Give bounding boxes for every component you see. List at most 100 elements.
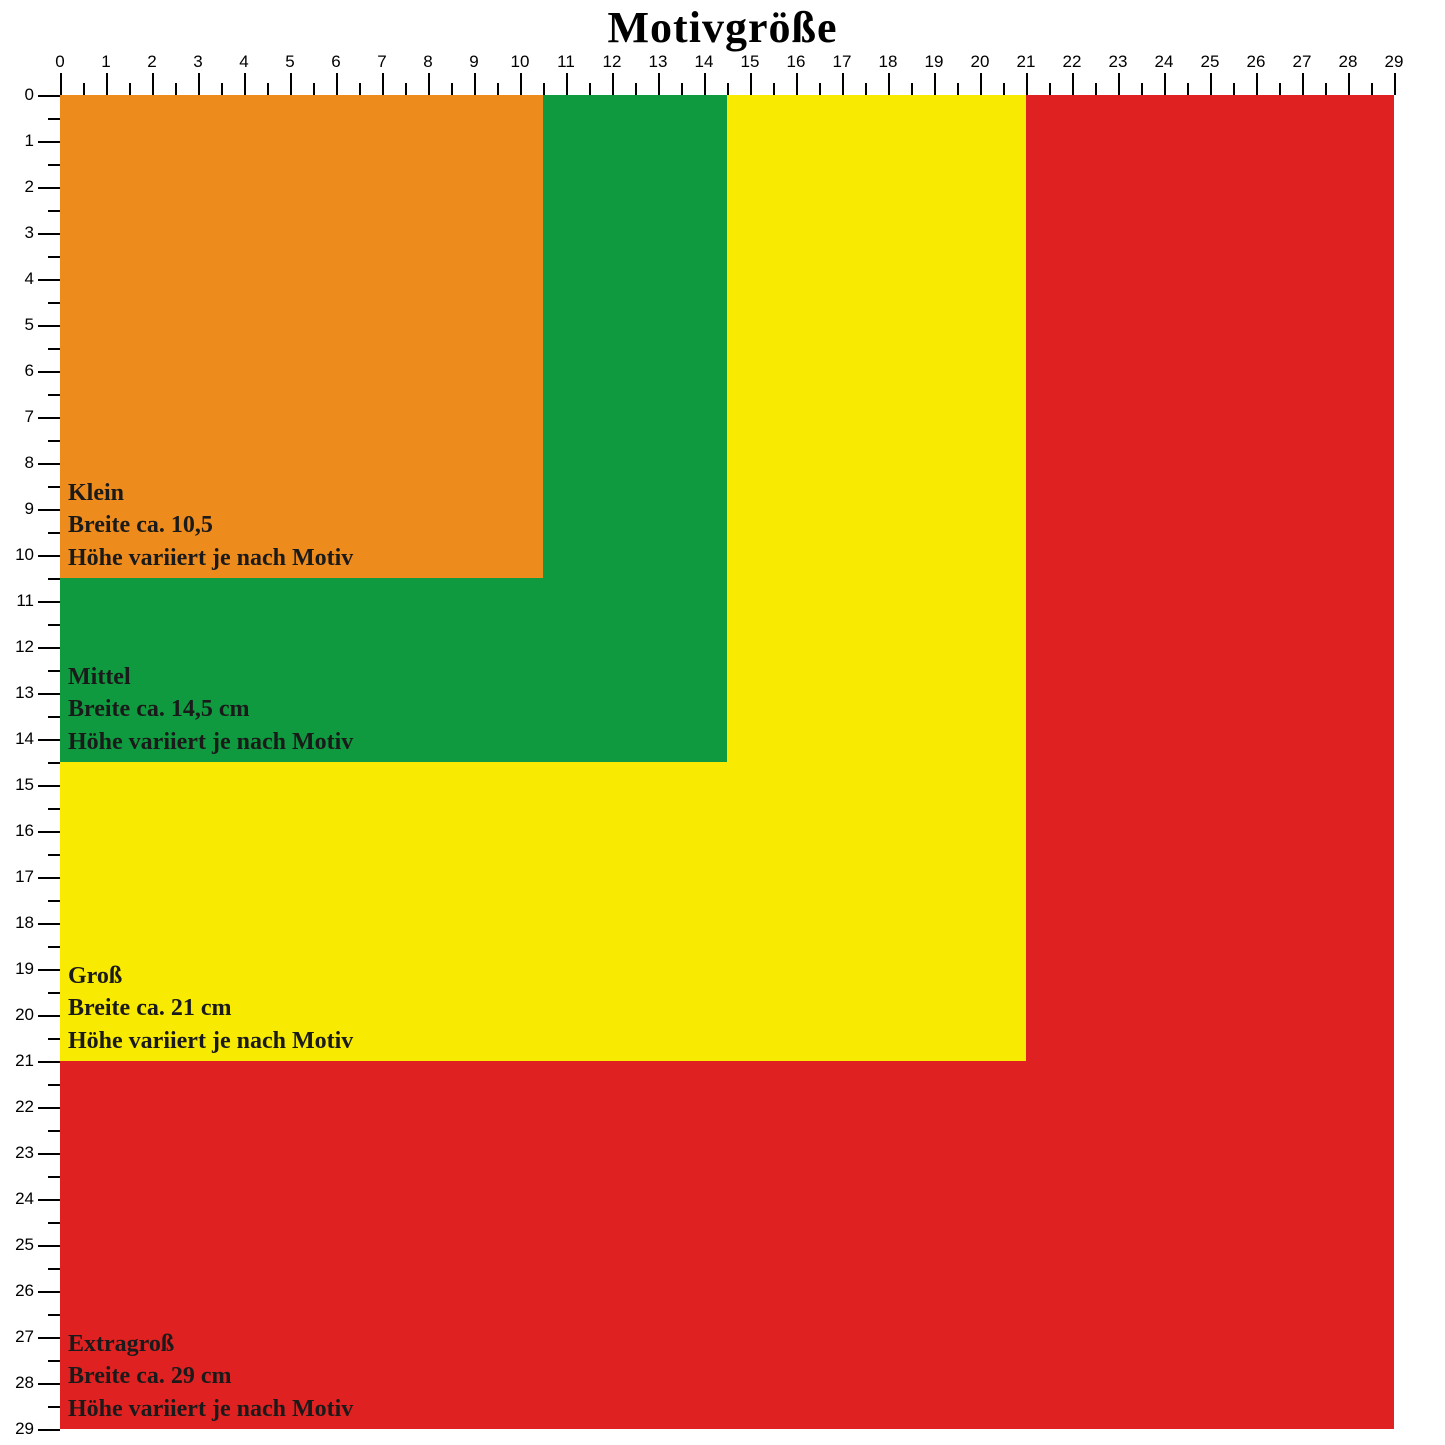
ruler-top-tick [1302, 73, 1304, 95]
ruler-top-label: 27 [1293, 52, 1312, 72]
ruler-left-tick [38, 601, 60, 603]
ruler-left-minor-tick [48, 992, 60, 994]
ruler-top-tick [1164, 73, 1166, 95]
box-label-title: Mittel [68, 661, 353, 693]
ruler-left-label: 18 [4, 913, 34, 933]
ruler-left-minor-tick [48, 1084, 60, 1086]
ruler-left-tick [38, 555, 60, 557]
ruler-top-tick [980, 73, 982, 95]
box-label-title: Extragroß [68, 1328, 353, 1360]
ruler-top-tick [474, 73, 476, 95]
ruler-left-minor-tick [48, 118, 60, 120]
ruler-left-label: 1 [4, 131, 34, 151]
ruler-top-minor-tick [635, 83, 637, 95]
ruler-top-minor-tick [1371, 83, 1373, 95]
ruler-left-tick [38, 1107, 60, 1109]
ruler-top-minor-tick [1049, 83, 1051, 95]
ruler-left-minor-tick [48, 486, 60, 488]
ruler-top-minor-tick [1003, 83, 1005, 95]
ruler-left-label: 19 [4, 959, 34, 979]
chart-area: ExtragroßBreite ca. 29 cmHöhe variiert j… [60, 95, 1394, 1429]
ruler-top-label: 1 [101, 52, 110, 72]
ruler-left-minor-tick [48, 1176, 60, 1178]
ruler-top-minor-tick [175, 83, 177, 95]
ruler-top-label: 19 [925, 52, 944, 72]
ruler-left-tick [38, 417, 60, 419]
ruler-left-label: 16 [4, 821, 34, 841]
ruler-top-tick [152, 73, 154, 95]
ruler-left-label: 8 [4, 453, 34, 473]
ruler-top-label: 24 [1155, 52, 1174, 72]
ruler-left-minor-tick [48, 256, 60, 258]
ruler-top-label: 17 [833, 52, 852, 72]
ruler-left-label: 26 [4, 1281, 34, 1301]
ruler-top-minor-tick [267, 83, 269, 95]
ruler-top-tick [1256, 73, 1258, 95]
ruler-top-tick [1210, 73, 1212, 95]
ruler-left-label: 12 [4, 637, 34, 657]
ruler-left-minor-tick [48, 670, 60, 672]
size-box-label-klein: KleinBreite ca. 10,5Höhe variiert je nac… [68, 477, 353, 574]
ruler-left-label: 24 [4, 1189, 34, 1209]
ruler-left-tick [38, 831, 60, 833]
ruler-left-tick [38, 95, 60, 97]
ruler-left-label: 23 [4, 1143, 34, 1163]
ruler-top-minor-tick [1187, 83, 1189, 95]
ruler-top-tick [106, 73, 108, 95]
ruler-left-tick [38, 463, 60, 465]
ruler-left-minor-tick [48, 1406, 60, 1408]
ruler-left-minor-tick [48, 1360, 60, 1362]
box-label-width: Breite ca. 29 cm [68, 1360, 353, 1392]
ruler-top-tick [566, 73, 568, 95]
ruler-left-tick [38, 141, 60, 143]
box-label-width: Breite ca. 21 cm [68, 992, 353, 1024]
ruler-left-minor-tick [48, 394, 60, 396]
size-box-label-extragross: ExtragroßBreite ca. 29 cmHöhe variiert j… [68, 1328, 353, 1425]
ruler-top-minor-tick [819, 83, 821, 95]
ruler-left-tick [38, 1337, 60, 1339]
ruler-top-label: 25 [1201, 52, 1220, 72]
ruler-top-label: 9 [469, 52, 478, 72]
ruler-top-tick [290, 73, 292, 95]
ruler-top-tick [198, 73, 200, 95]
ruler-top-label: 29 [1385, 52, 1404, 72]
ruler-top-tick [1394, 73, 1396, 95]
ruler-top-tick [1348, 73, 1350, 95]
ruler-top-label: 2 [147, 52, 156, 72]
ruler-left-label: 27 [4, 1327, 34, 1347]
ruler-top-tick [796, 73, 798, 95]
ruler-left-minor-tick [48, 164, 60, 166]
size-chart-container: Motivgröße ExtragroßBreite ca. 29 cmHöhe… [0, 0, 1445, 1445]
ruler-left-tick [38, 187, 60, 189]
ruler-top-label: 10 [511, 52, 530, 72]
ruler-top-tick [888, 73, 890, 95]
ruler-left-minor-tick [48, 1038, 60, 1040]
ruler-top-label: 14 [695, 52, 714, 72]
ruler-left-tick [38, 509, 60, 511]
ruler-left-minor-tick [48, 578, 60, 580]
ruler-left-minor-tick [48, 808, 60, 810]
ruler-left-minor-tick [48, 624, 60, 626]
ruler-top-minor-tick [405, 83, 407, 95]
ruler-left-tick [38, 371, 60, 373]
ruler-top-label: 8 [423, 52, 432, 72]
ruler-left-tick [38, 1199, 60, 1201]
ruler-top-tick [750, 73, 752, 95]
ruler-top-label: 6 [331, 52, 340, 72]
ruler-top-label: 22 [1063, 52, 1082, 72]
ruler-left-tick [38, 1429, 60, 1431]
ruler-top-label: 13 [649, 52, 668, 72]
ruler-top-label: 23 [1109, 52, 1128, 72]
ruler-top-tick [1026, 73, 1028, 95]
box-label-height: Höhe variiert je nach Motiv [68, 1393, 353, 1425]
ruler-top-tick [934, 73, 936, 95]
ruler-top-tick [520, 73, 522, 95]
ruler-left-tick [38, 1015, 60, 1017]
ruler-left-tick [38, 1383, 60, 1385]
ruler-left-tick [38, 785, 60, 787]
ruler-top-minor-tick [727, 83, 729, 95]
ruler-left-label: 21 [4, 1051, 34, 1071]
ruler-left-label: 0 [4, 85, 34, 105]
ruler-left-minor-tick [48, 716, 60, 718]
box-label-height: Höhe variiert je nach Motiv [68, 542, 353, 574]
